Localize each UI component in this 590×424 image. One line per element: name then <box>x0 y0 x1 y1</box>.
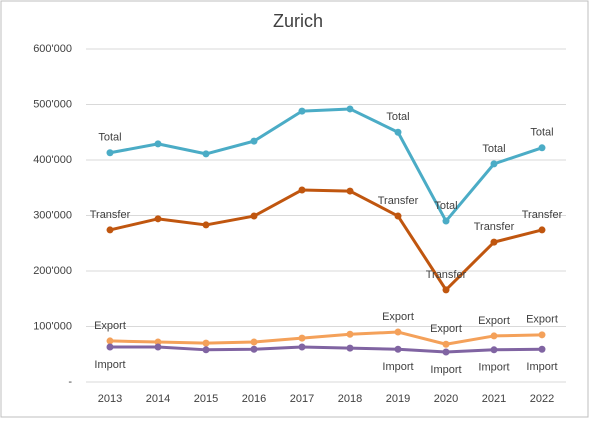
data-label: Import <box>526 361 557 373</box>
data-label: Import <box>478 362 509 374</box>
data-point <box>442 340 450 348</box>
data-label: Import <box>430 364 461 376</box>
y-tick-label: 200'000 <box>33 265 72 277</box>
data-point <box>394 345 402 353</box>
data-point <box>106 226 114 234</box>
data-point <box>202 339 210 347</box>
data-point <box>538 331 546 339</box>
data-point <box>202 221 210 229</box>
x-tick-label: 2015 <box>194 393 218 405</box>
x-tick-label: 2016 <box>242 393 266 405</box>
data-point <box>298 107 306 115</box>
data-point <box>154 215 162 223</box>
data-point <box>250 212 258 220</box>
data-point <box>154 343 162 351</box>
data-point <box>394 212 402 220</box>
data-label: Total <box>386 111 409 123</box>
data-point <box>346 105 354 113</box>
data-point <box>490 238 498 246</box>
data-point <box>106 343 114 351</box>
data-point <box>538 226 546 234</box>
series-line <box>109 330 543 346</box>
data-label: Transfer <box>378 195 419 207</box>
x-tick-label: 2019 <box>386 393 410 405</box>
data-point <box>346 344 354 352</box>
data-point <box>490 346 498 354</box>
data-label: Total <box>482 143 505 155</box>
data-label: Export <box>478 315 510 327</box>
x-tick-label: 2022 <box>530 393 554 405</box>
data-label: Transfer <box>474 221 515 233</box>
data-label: Export <box>430 323 462 335</box>
data-point <box>250 345 258 353</box>
data-point <box>298 186 306 194</box>
data-point <box>202 346 210 354</box>
data-label: Total <box>98 132 121 144</box>
data-label: Import <box>94 359 125 371</box>
data-point <box>538 144 546 152</box>
data-label: Export <box>382 311 414 323</box>
data-label: Export <box>94 320 126 332</box>
data-label: Transfer <box>426 269 467 281</box>
data-point <box>298 343 306 351</box>
data-point <box>154 338 162 346</box>
data-point <box>202 150 210 158</box>
data-label: Transfer <box>522 209 563 221</box>
x-tick-label: 2018 <box>338 393 362 405</box>
x-tick-label: 2013 <box>98 393 122 405</box>
data-point <box>250 137 258 145</box>
data-point <box>442 286 450 294</box>
data-label: Total <box>530 127 553 139</box>
data-point <box>250 338 258 346</box>
data-point <box>538 345 546 353</box>
data-point <box>442 217 450 225</box>
data-label: Transfer <box>90 209 131 221</box>
data-point <box>490 332 498 340</box>
y-tick-label: 600'000 <box>33 43 72 55</box>
y-tick-label: 500'000 <box>33 98 72 110</box>
data-label: Total <box>434 200 457 212</box>
y-tick-label: 100'000 <box>33 320 72 332</box>
series-line <box>110 345 543 354</box>
data-point <box>346 187 354 195</box>
data-label: Export <box>526 314 558 326</box>
y-tick-label: 300'000 <box>33 209 72 221</box>
data-point <box>298 334 306 342</box>
x-tick-label: 2014 <box>146 393 170 405</box>
data-point <box>154 140 162 148</box>
x-tick-label: 2021 <box>482 393 506 405</box>
series-line <box>109 188 543 292</box>
data-point <box>394 128 402 136</box>
chart-title: Zurich <box>273 11 323 31</box>
series-line <box>109 107 543 223</box>
y-tick-label: 400'000 <box>33 154 72 166</box>
y-tick-label: - <box>68 376 72 388</box>
data-point <box>106 337 114 345</box>
x-tick-label: 2020 <box>434 393 458 405</box>
data-point <box>346 330 354 338</box>
data-point <box>442 348 450 356</box>
data-label: Import <box>382 361 413 373</box>
data-point <box>490 160 498 168</box>
data-point <box>394 328 402 336</box>
x-tick-label: 2017 <box>290 393 314 405</box>
data-point <box>106 149 114 157</box>
